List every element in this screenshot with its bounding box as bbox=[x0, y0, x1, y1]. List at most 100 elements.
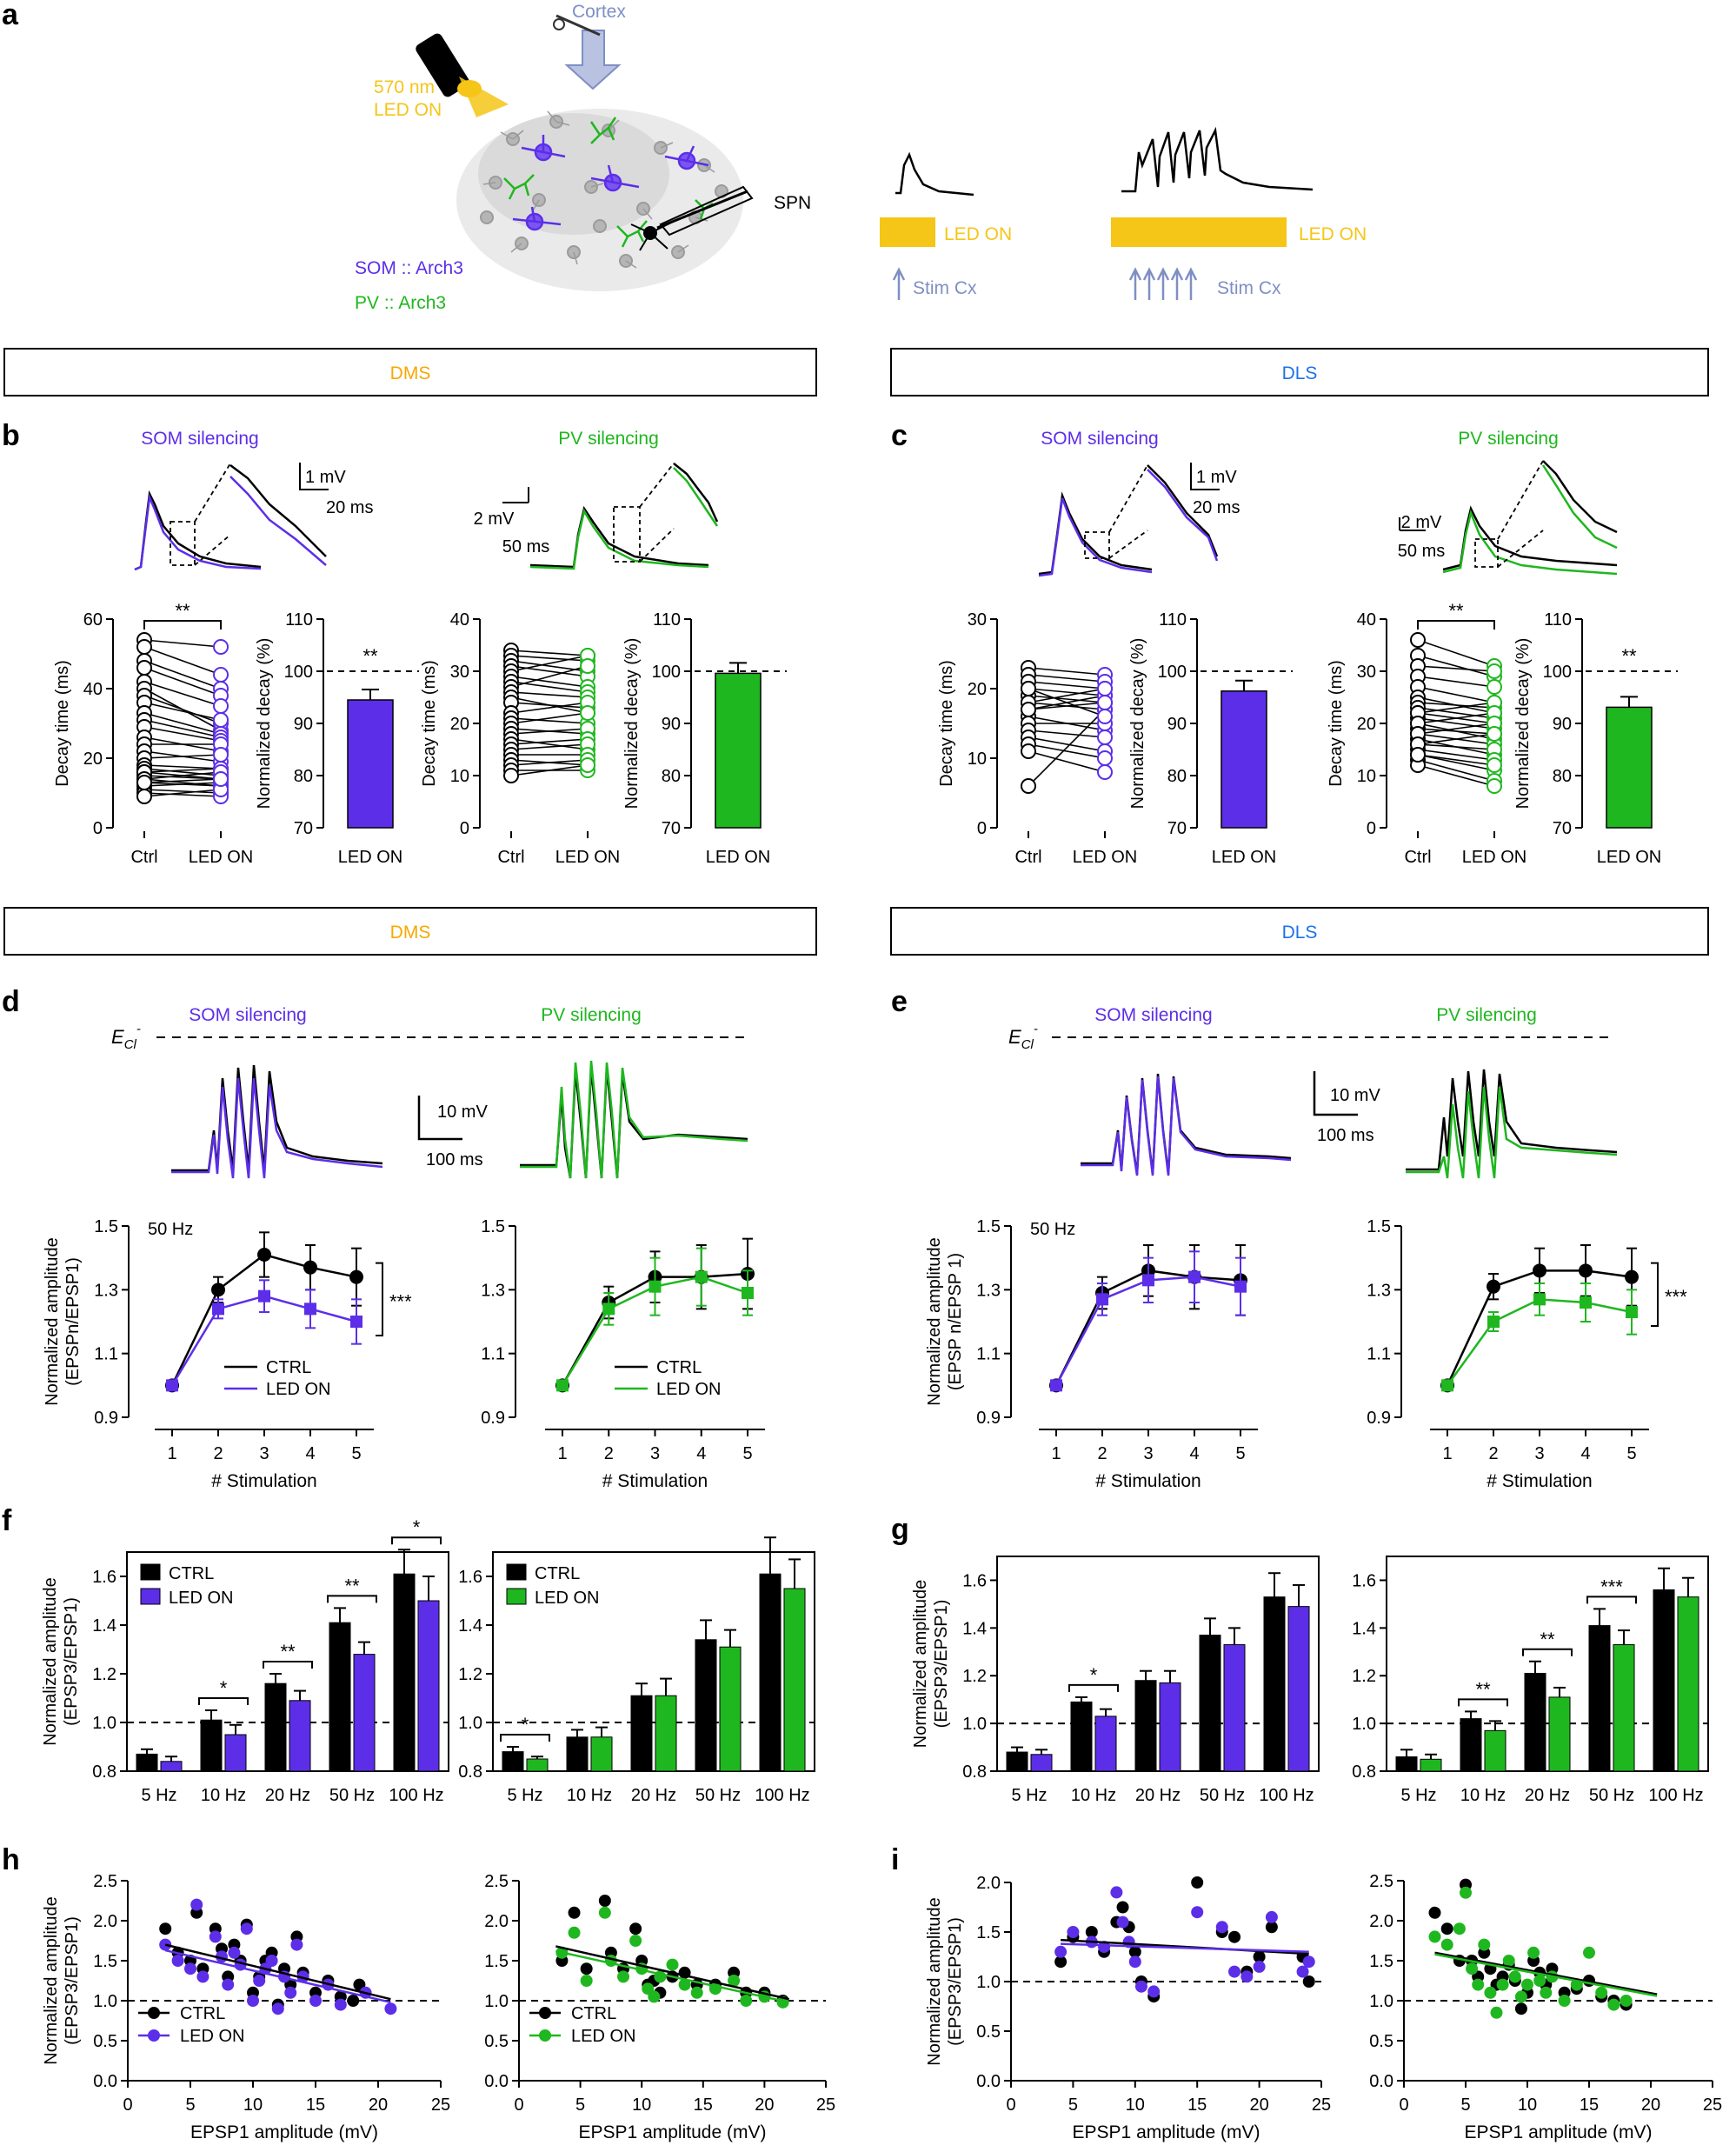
d-left-led-point bbox=[212, 1303, 224, 1316]
i-right-point-led bbox=[1460, 1886, 1472, 1899]
c-som-y-label: Decay time (ms) bbox=[937, 660, 956, 787]
e-right-led-point bbox=[1441, 1379, 1453, 1392]
e-som-train-traces bbox=[1081, 1073, 1292, 1176]
c-pv-pair-line bbox=[1417, 686, 1495, 703]
h-left-point-led bbox=[222, 1978, 235, 1991]
g-left-category-label: 100 Hz bbox=[1259, 1786, 1314, 1805]
b-som-norm-y-label: Normalized decay (%) bbox=[255, 638, 274, 809]
panel-label-b: b bbox=[2, 419, 20, 452]
d-left-y-label-1: Normalized amplitude bbox=[43, 1237, 62, 1405]
h-left-x-tick-label: 0 bbox=[123, 2095, 132, 2115]
h-right-x-tick-label: 5 bbox=[575, 2095, 585, 2115]
spn-label: SPN bbox=[774, 193, 811, 213]
f-left-sig-label: * bbox=[413, 1516, 421, 1538]
b-pv-pair-line bbox=[510, 665, 589, 688]
panel-label-f: f bbox=[2, 1504, 12, 1537]
led-torch-icon bbox=[416, 33, 509, 117]
h-left-y-tick-label: 0.5 bbox=[93, 2032, 117, 2051]
f-left-bar-led bbox=[160, 1761, 183, 1772]
d-scale-y: 10 mV bbox=[437, 1103, 488, 1122]
d-right-led-point bbox=[695, 1270, 708, 1283]
g-left-category-label: 5 Hz bbox=[1011, 1786, 1047, 1805]
i-right-point-led bbox=[1521, 1978, 1533, 1991]
g-left-category-label: 10 Hz bbox=[1071, 1786, 1116, 1805]
d-right-legend-ctrl-label: CTRL bbox=[656, 1358, 702, 1377]
c-som-pair-line bbox=[1028, 688, 1106, 703]
d-left-y-tick-label: 1.3 bbox=[94, 1281, 118, 1300]
h-left-x-tick-label: 20 bbox=[369, 2095, 388, 2115]
g-left-y-label-1: Normalized amplitude bbox=[911, 1580, 930, 1748]
c-pv-pair-line bbox=[1417, 749, 1495, 761]
d-left-ctrl-point bbox=[211, 1283, 225, 1297]
e-left-led-point bbox=[1188, 1270, 1201, 1283]
i-right-point-led bbox=[1558, 1995, 1571, 2007]
b-pv-pair-line bbox=[510, 691, 589, 698]
i-left-point-led bbox=[1191, 1906, 1204, 1919]
f-left-sig-label: ** bbox=[280, 1641, 296, 1662]
c-som-x-label-led: LED ON bbox=[1073, 848, 1137, 867]
e-left-led-point bbox=[1142, 1274, 1154, 1287]
b-som-y-tick-label: 40 bbox=[83, 680, 103, 699]
f-right-y-tick-label: 0.8 bbox=[458, 1762, 482, 1782]
g-right-sig-label: ** bbox=[1475, 1678, 1491, 1700]
h-left-point-ctrl bbox=[159, 1922, 172, 1935]
g-right-bar-led bbox=[1484, 1729, 1507, 1772]
b-som-pair-line bbox=[143, 667, 222, 696]
i-left-point-ctrl bbox=[1116, 1901, 1129, 1914]
c-som-y-tick-label: 0 bbox=[977, 819, 987, 838]
e-ecl-reversal: ECl- bbox=[1008, 1022, 1613, 1052]
g-right-y-tick-label: 1.0 bbox=[1352, 1715, 1376, 1734]
i-right-y-tick-label: 2.5 bbox=[1369, 1872, 1393, 1891]
svg-text:ECl-: ECl- bbox=[1008, 1022, 1038, 1052]
g-right-category-label: 50 Hz bbox=[1589, 1786, 1634, 1805]
h-right-y-tick-label: 1.0 bbox=[484, 1992, 509, 2011]
h-right-point-led bbox=[728, 1975, 741, 1987]
c-pv-led-point bbox=[1487, 778, 1502, 794]
i-right-y-tick-label: 0.0 bbox=[1369, 2072, 1393, 2091]
h-left-y-tick-label: 2.0 bbox=[93, 1912, 117, 1931]
dls-label-2: DLS bbox=[1282, 923, 1318, 943]
b-pv-y-tick-label: 20 bbox=[450, 715, 469, 734]
f-left-sig-bracket bbox=[263, 1661, 313, 1669]
b-som-norm-sig: ** bbox=[362, 645, 378, 667]
i-left-point-ctrl bbox=[1228, 1930, 1241, 1943]
c-som-x-label-ctrl: Ctrl bbox=[1014, 848, 1041, 867]
i-left-point-led bbox=[1054, 1945, 1068, 1958]
dms-box-1 bbox=[3, 348, 817, 396]
b-som-ctrl-point bbox=[136, 789, 152, 804]
f-right-bar-led bbox=[719, 1646, 742, 1772]
c-som-scale-y: 1 mV bbox=[1196, 468, 1237, 487]
b-som-led-point bbox=[213, 698, 229, 714]
h-right-x-tick-label: 25 bbox=[816, 2095, 835, 2115]
h-left-x-tick-label: 5 bbox=[185, 2095, 195, 2115]
g-left-bar-ctrl bbox=[1006, 1751, 1028, 1772]
c-pv-ctrl-point bbox=[1410, 747, 1426, 763]
h-left-point-led bbox=[290, 1938, 303, 1951]
i-left-point-ctrl bbox=[1302, 1975, 1315, 1988]
e-left-y-tick-label: 1.3 bbox=[976, 1281, 1001, 1300]
h-right-x-tick-label: 10 bbox=[632, 2095, 651, 2115]
h-left-point-led bbox=[209, 1930, 222, 1943]
g-right-y-tick-label: 1.2 bbox=[1352, 1667, 1376, 1686]
c-pv-pair-line bbox=[1417, 717, 1495, 730]
i-left-point-led bbox=[1147, 1985, 1161, 1998]
h-left-legend-led-label: LED ON bbox=[180, 2027, 244, 2046]
g-right-sig-bracket bbox=[1458, 1698, 1508, 1707]
b-pv-pair-line bbox=[510, 650, 589, 656]
g-left-category-label: 50 Hz bbox=[1200, 1786, 1245, 1805]
e-right-led-point bbox=[1626, 1306, 1638, 1318]
b-pv-norm-y-tick-label: 110 bbox=[653, 610, 681, 630]
f-right-bar-ctrl bbox=[630, 1695, 653, 1772]
f-left-category-label: 20 Hz bbox=[265, 1786, 310, 1805]
h-left-y-label-1: Normalized amplitude bbox=[42, 1896, 61, 2064]
g-left-sig-bracket bbox=[1068, 1683, 1119, 1692]
d-left-x-tick-label: 3 bbox=[259, 1444, 269, 1463]
g-left-y-tick-label: 0.8 bbox=[962, 1762, 987, 1782]
c-pv-pair-line bbox=[1417, 754, 1495, 771]
h-left-y-tick-label: 0.0 bbox=[93, 2072, 117, 2091]
d-left-y-label-2: (EPSPn/EPSP1) bbox=[63, 1257, 83, 1386]
e-right-ctrl-point bbox=[1579, 1263, 1593, 1278]
b-som-norm-y-tick-label: 100 bbox=[284, 663, 313, 682]
g-left-bar-led bbox=[1223, 1644, 1246, 1772]
c-som-pair-line bbox=[1028, 750, 1106, 773]
